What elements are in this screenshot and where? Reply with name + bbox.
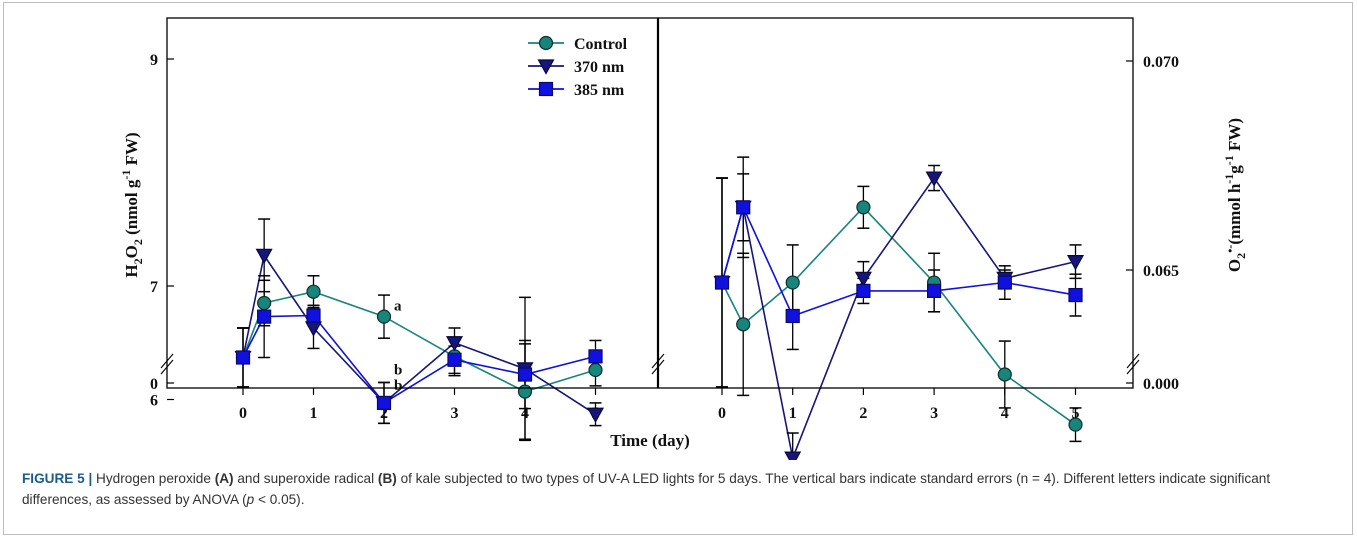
data-point (736, 317, 751, 332)
caption-ref-b: (B) (377, 471, 397, 486)
legend-label: 385 nm (574, 82, 625, 99)
data-point (925, 171, 943, 187)
x-tick-label: 3 (930, 405, 938, 422)
y-axis-title-part: (mmol h (1225, 183, 1244, 244)
caption-text-1: Hydrogen peroxide (92, 471, 215, 486)
data-point (588, 362, 603, 378)
y-axis-title-part: FW) (122, 132, 141, 169)
series-line (721, 204, 1076, 317)
significance-letter: b (394, 378, 402, 394)
data-point (257, 295, 272, 311)
data-point (306, 308, 321, 323)
y-axis-title-text: O2•-(mmol h-1g-1 FW) (1222, 118, 1248, 272)
legend-marker (538, 81, 554, 97)
data-point (926, 283, 942, 298)
y-axis-title-part: O (1225, 259, 1244, 272)
series-line (242, 290, 596, 393)
data-point (997, 367, 1012, 382)
data-point (588, 349, 603, 364)
series-line (721, 206, 1076, 426)
y-tick-label: 7 (150, 279, 158, 296)
data-point (1068, 417, 1083, 432)
caption-figure-label: FIGURE 5 | (22, 471, 93, 486)
data-point (235, 350, 251, 365)
data-point (785, 308, 800, 324)
x-tick-label: 1 (310, 405, 318, 422)
y-axis-title-text: H2O2 (nmol g-1 FW) (119, 132, 145, 277)
y-tick-label: 9 (150, 52, 158, 69)
data-point (376, 309, 392, 324)
data-point (257, 309, 272, 324)
y-axis-title-part: g (1225, 165, 1244, 174)
y-tick-label: 0 (150, 376, 158, 393)
data-point (854, 271, 872, 288)
data-point (586, 407, 605, 423)
y-axis-title-part: •- (1223, 245, 1237, 253)
y-axis-title-part: H (122, 264, 141, 277)
x-tick-label: 1 (789, 405, 797, 422)
y-axis-title-part: -1 (119, 170, 133, 180)
legend-label: 370 nm (574, 59, 625, 76)
data-point (997, 275, 1012, 290)
data-point (255, 248, 273, 265)
significance-letter: b (394, 362, 402, 378)
x-tick-label: 0 (239, 405, 247, 422)
y-tick-label: 0.000 (1143, 376, 1179, 393)
y-axis-title: O2•-(mmol h-1g-1 FW) (1222, 118, 1248, 272)
caption-text-2: and superoxide radical (233, 471, 378, 486)
y-tick-label: 0.070 (1143, 54, 1179, 71)
y-axis-title-part: 2 (1234, 253, 1248, 259)
data-point (784, 451, 802, 460)
data-point (445, 336, 464, 352)
y-axis-title-part: 2 (131, 258, 145, 264)
x-tick-label: 3 (451, 405, 459, 422)
data-point (376, 395, 392, 411)
caption-text-3: of kale subjected to two types of UV-A L… (22, 471, 1271, 507)
legend-marker (538, 35, 554, 51)
y-tick-label: 6 (150, 393, 158, 410)
plot-frame (166, 17, 1134, 389)
legend-marker (537, 59, 555, 75)
data-point (1066, 255, 1085, 271)
series-line (242, 253, 596, 415)
data-point (856, 283, 871, 298)
figure-caption: FIGURE 5 | Hydrogen peroxide (A) and sup… (22, 468, 1332, 510)
x-tick-label: 2 (859, 405, 867, 422)
y-axis-title-part: FW) (1225, 118, 1244, 155)
panel-a: 0123450679abbH2O2 (nmol g-1 FW) (119, 52, 605, 442)
data-point (517, 367, 533, 382)
data-point (517, 384, 533, 399)
y-axis-title-part: -1 (1222, 174, 1236, 184)
caption-p: p (246, 492, 255, 507)
x-tick-label: 0 (718, 405, 726, 422)
figure-frame (3, 2, 1353, 535)
y-axis-title: H2O2 (nmol g-1 FW) (119, 132, 145, 277)
legend-label: Control (574, 36, 628, 53)
data-point (785, 275, 800, 290)
data-point (714, 275, 730, 290)
significance-letter: a (394, 299, 402, 315)
y-axis-title-part: O (122, 245, 141, 258)
figure-chart: 0123450679abbH2O2 (nmol g-1 FW) 0123450.… (119, 17, 1248, 460)
x-axis-label: Time (day) (610, 431, 690, 450)
caption-ref-a: (A) (214, 471, 234, 486)
x-tick-label: 4 (1001, 405, 1009, 422)
caption-text-4: < 0.05). (254, 492, 305, 507)
data-point (736, 200, 751, 215)
data-point (306, 284, 321, 299)
data-point (856, 200, 871, 215)
y-axis-title-part: (nmol g (122, 179, 141, 239)
legend: Control 370 nm 385 nm (528, 35, 628, 99)
y-axis-title-part: -1 (1222, 155, 1236, 165)
data-point (1068, 287, 1083, 303)
y-axis-title-part: 2 (131, 239, 145, 245)
series-line (242, 314, 596, 404)
data-point (447, 352, 462, 367)
y-tick-label: 0.065 (1143, 263, 1179, 280)
series-line (721, 176, 1076, 460)
